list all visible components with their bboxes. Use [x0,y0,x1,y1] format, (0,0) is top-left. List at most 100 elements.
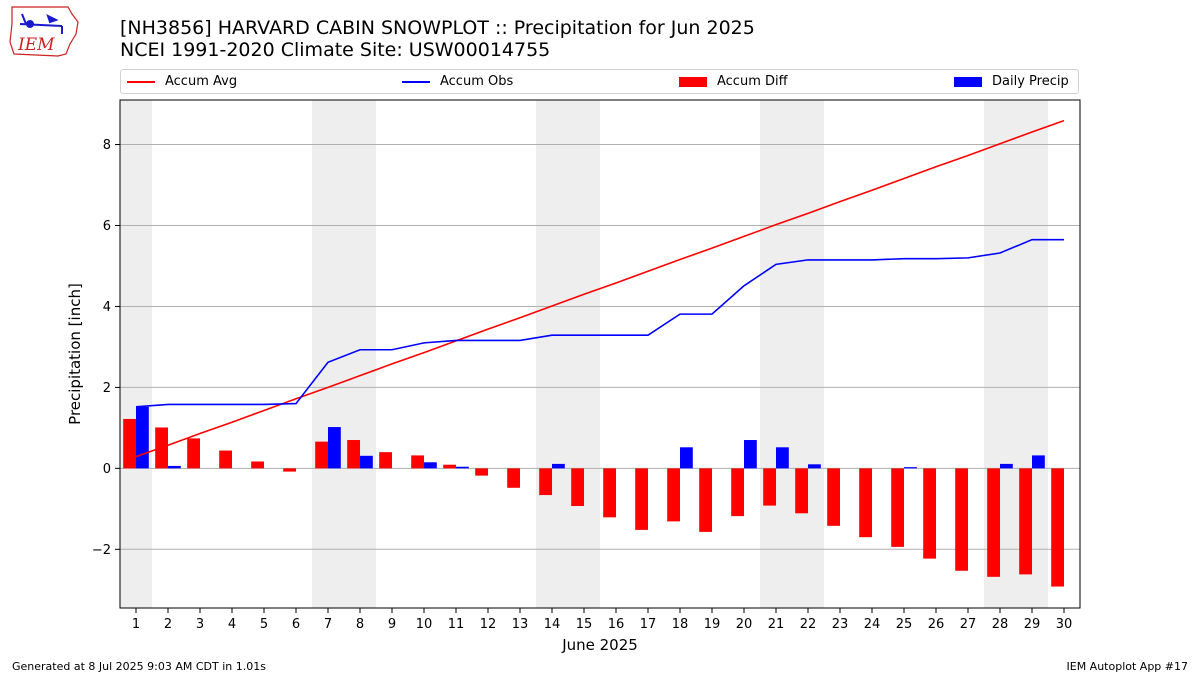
x-tick-label: 28 [992,617,1009,632]
accum-diff-bar [603,468,616,518]
accum-diff-bar [763,468,776,506]
legend-swatch [679,76,707,87]
accum-diff-bar [443,464,456,469]
x-tick-label: 16 [608,617,625,632]
accum-diff-bar [379,452,392,469]
legend-label: Accum Obs [440,74,514,89]
x-tick-label: 13 [512,617,529,632]
legend-label: Daily Precip [992,74,1069,89]
x-tick-label: 11 [448,617,465,632]
x-tick-label: 20 [736,617,753,632]
logo-text: IEM [17,35,55,55]
daily-precip-bar [904,467,917,469]
y-axis-label: Precipitation [inch] [66,283,84,425]
y-tick-label: 4 [103,300,111,315]
daily-precip-bar [360,455,373,469]
daily-precip-bar [808,464,821,469]
x-tick-label: 5 [260,617,268,632]
weekend-band [312,100,376,608]
accum-diff-bar [187,438,200,469]
accum-diff-bar [219,450,232,469]
x-tick-label: 8 [356,617,364,632]
accum-diff-bar [987,468,1000,577]
accum-diff-bar [859,468,872,538]
accum-diff-bar [571,468,584,506]
daily-precip-bar [744,440,757,469]
x-axis-label: June 2025 [561,636,638,654]
legend-item-accum-diff: Accum Diff [679,70,788,93]
accum-obs-line [135,238,1064,408]
y-tick-label: −2 [92,543,111,558]
x-tick-label: 1 [132,617,140,632]
weekend-band [536,100,600,608]
x-tick-label: 21 [768,617,785,632]
x-tick-label: 2 [164,617,172,632]
daily-precip-bar [328,427,341,469]
accum-diff-bar [795,468,808,514]
accum-diff-bar [411,455,424,469]
x-tick-label: 7 [324,617,332,632]
footer-generated-text: Generated at 8 Jul 2025 9:03 AM CDT in 1… [12,660,266,673]
accum-diff-bar [891,468,904,547]
x-tick-label: 3 [196,617,204,632]
daily-precip-bar [1000,463,1013,469]
legend-item-accum-avg: Accum Avg [127,70,237,93]
y-tick-label: 0 [103,462,111,477]
legend-label: Accum Avg [165,74,238,89]
daily-precip-bar [424,462,437,469]
footer-app-text: IEM Autoplot App #17 [1066,660,1189,673]
accum-diff-bar [1051,468,1064,587]
legend-label: Accum Diff [717,74,788,89]
x-tick-label: 30 [1056,617,1073,632]
daily-precip-bar [552,463,565,469]
y-tick-label: 6 [103,219,111,234]
accum-diff-bar [635,468,648,530]
iem-logo: IEM [6,4,82,60]
x-tick-label: 9 [388,617,396,632]
accum-diff-bar [315,441,328,469]
legend-swatch [402,80,430,83]
accum-diff-bar [827,468,840,526]
accum-diff-bar [731,468,744,517]
x-tick-label: 12 [480,617,497,632]
accum-diff-bar [123,418,136,469]
x-tick-label: 25 [896,617,913,632]
accum-diff-bar [347,440,360,469]
daily-precip-bar [136,406,149,469]
daily-precip-bar [680,447,693,469]
accum-diff-bar [923,468,936,559]
x-tick-label: 24 [864,617,881,632]
x-tick-label: 18 [672,617,689,632]
x-tick-label: 26 [928,617,945,632]
accum-diff-bar [699,468,712,532]
accum-diff-bar [507,468,520,488]
x-tick-label: 22 [800,617,817,632]
accum-diff-bar [475,468,488,476]
x-tick-label: 4 [228,617,236,632]
legend-item-accum-obs: Accum Obs [402,70,513,93]
x-tick-label: 10 [416,617,433,632]
x-tick-label: 19 [704,617,721,632]
accum-diff-bar [539,468,552,496]
chart-title: [NH3856] HARVARD CABIN SNOWPLOT :: Preci… [120,17,755,39]
weekend-band [120,100,152,608]
x-tick-label: 27 [960,617,977,632]
legend-swatch [954,76,982,87]
daily-precip-bar [168,465,181,469]
accum-diff-bar [1019,468,1032,575]
accum-diff-bar [667,468,680,522]
x-tick-label: 29 [1024,617,1041,632]
accum-diff-bar [955,468,968,571]
chart-legend: Accum Avg Accum Obs Accum Diff Daily Pre… [120,69,1079,94]
legend-item-daily-precip: Daily Precip [954,70,1069,93]
x-tick-label: 15 [576,617,593,632]
accum-diff-bar [251,461,264,469]
x-tick-label: 17 [640,617,657,632]
plot-frame [119,99,1081,609]
chart-subtitle: NCEI 1991-2020 Climate Site: USW00014755 [120,39,551,61]
daily-precip-bar [456,466,469,469]
x-tick-label: 6 [292,617,300,632]
x-tick-label: 14 [544,617,561,632]
y-tick-label: 2 [103,381,111,396]
